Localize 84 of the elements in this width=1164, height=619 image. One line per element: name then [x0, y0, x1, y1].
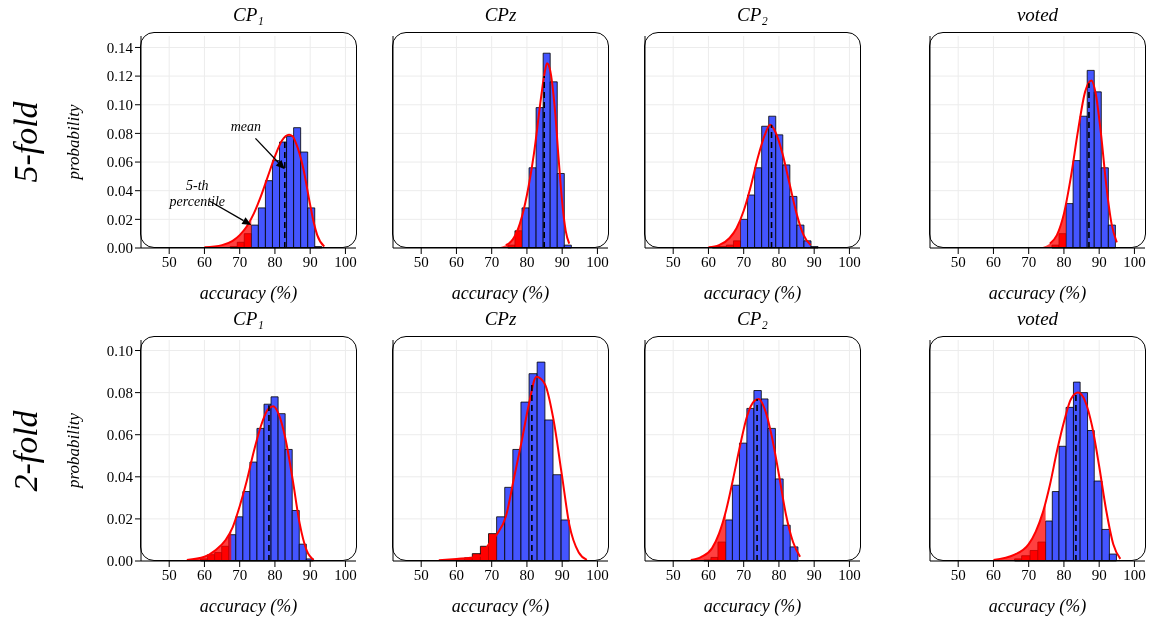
chart-title: CPz: [483, 308, 518, 330]
x-tick-label: 100: [334, 253, 357, 270]
y-tick-label: 0.02: [106, 511, 133, 528]
x-tick-label: 50: [413, 566, 429, 583]
x-axis-title: accuracy (%): [199, 596, 298, 617]
chart-title: CP₁: [232, 308, 265, 330]
x-tick-label: 70: [232, 566, 248, 583]
x-tick-label: 90: [806, 566, 822, 583]
x-tick-label: 80: [1056, 253, 1072, 270]
x-tick-label: 80: [771, 253, 787, 270]
y-tick-label: 0.08: [106, 384, 133, 401]
x-tick-label: 80: [771, 566, 787, 583]
x-tick-label: 70: [484, 253, 500, 270]
x-tick-label: 50: [665, 566, 681, 583]
x-axis-title: accuracy (%): [703, 596, 802, 617]
x-tick-label: 70: [736, 566, 752, 583]
x-tick-label: 50: [665, 253, 681, 270]
x-tick-label: 70: [1021, 566, 1037, 583]
x-tick-label: 50: [413, 253, 429, 270]
x-tick-label: 90: [302, 566, 318, 583]
x-tick-label: 100: [1123, 253, 1146, 270]
y-tick-label: 0.04: [106, 183, 134, 200]
x-tick-label: 100: [334, 566, 357, 583]
y-tick-label: 0.04: [106, 469, 134, 486]
y-tick-label: 0.00: [106, 553, 133, 570]
y-tick-label: 0.10: [106, 342, 133, 359]
y-tick-label: 0.10: [106, 97, 133, 114]
x-tick-label: 60: [196, 253, 212, 270]
x-tick-label: 100: [1123, 566, 1146, 583]
x-tick-label: 90: [1091, 566, 1107, 583]
x-tick-label: 60: [985, 566, 1001, 583]
x-tick-label: 70: [232, 253, 248, 270]
chart-title: CPz: [483, 4, 518, 26]
y-axis-title: probability: [64, 104, 84, 181]
y-tick-label: 0.06: [106, 154, 134, 171]
chart-title: CP₂: [736, 4, 769, 26]
x-tick-label: 80: [519, 253, 535, 270]
x-tick-label: 50: [161, 253, 177, 270]
y-tick-label: 0.02: [106, 211, 133, 228]
chart-title: voted: [1015, 4, 1060, 26]
x-tick-label: 100: [586, 566, 609, 583]
x-tick-label: 60: [448, 566, 464, 583]
x-tick-label: 80: [267, 566, 283, 583]
x-tick-label: 60: [700, 566, 716, 583]
y-tick-label: 0.12: [106, 68, 133, 85]
x-axis-title: accuracy (%): [199, 283, 298, 304]
x-tick-label: 70: [736, 253, 752, 270]
x-tick-label: 90: [554, 253, 570, 270]
x-tick-label: 90: [1091, 253, 1107, 270]
x-tick-label: 80: [1056, 566, 1072, 583]
x-axis-title: accuracy (%): [988, 283, 1087, 304]
x-tick-label: 50: [161, 566, 177, 583]
y-tick-label: 0.08: [106, 125, 133, 142]
x-tick-label: 60: [985, 253, 1001, 270]
x-tick-label: 90: [302, 253, 318, 270]
chart-title: CP₂: [736, 308, 769, 330]
x-tick-label: 50: [950, 566, 966, 583]
annotation: mean: [229, 119, 262, 136]
y-tick-label: 0.00: [106, 240, 133, 257]
annotation: 5-th percentile: [168, 178, 227, 211]
x-axis-title: accuracy (%): [988, 596, 1087, 617]
chart-title: voted: [1015, 308, 1060, 330]
x-axis-title: accuracy (%): [451, 596, 550, 617]
y-axis-title: probability: [64, 412, 84, 489]
x-tick-label: 90: [554, 566, 570, 583]
x-tick-label: 50: [950, 253, 966, 270]
chart-title: CP₁: [232, 4, 265, 26]
x-tick-label: 70: [484, 566, 500, 583]
x-tick-label: 60: [196, 566, 212, 583]
y-tick-label: 0.14: [106, 39, 134, 56]
y-tick-label: 0.06: [106, 427, 134, 444]
x-tick-label: 80: [267, 253, 283, 270]
x-tick-label: 80: [519, 566, 535, 583]
x-tick-label: 70: [1021, 253, 1037, 270]
x-tick-label: 60: [700, 253, 716, 270]
text: 2-fold: [6, 408, 45, 494]
x-tick-label: 100: [838, 253, 861, 270]
x-axis-title: accuracy (%): [451, 283, 550, 304]
x-tick-label: 60: [448, 253, 464, 270]
x-tick-label: 90: [806, 253, 822, 270]
text: 5-fold: [6, 100, 45, 185]
x-axis-title: accuracy (%): [703, 283, 802, 304]
x-tick-label: 100: [838, 566, 861, 583]
x-tick-label: 100: [586, 253, 609, 270]
